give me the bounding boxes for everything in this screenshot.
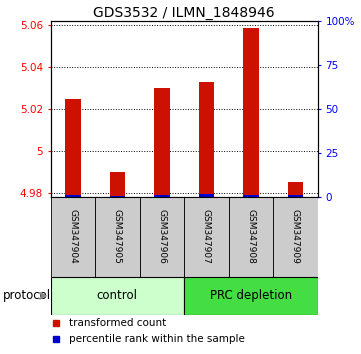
Bar bbox=[140, 197, 184, 277]
Bar bbox=[65, 99, 81, 197]
Bar bbox=[51, 197, 95, 277]
Bar bbox=[273, 197, 318, 277]
Text: GSM347907: GSM347907 bbox=[202, 209, 211, 264]
Bar bbox=[229, 197, 273, 277]
Bar bbox=[199, 82, 214, 197]
Bar bbox=[51, 277, 184, 315]
Bar bbox=[184, 277, 318, 315]
Bar bbox=[243, 195, 259, 197]
Text: GSM347904: GSM347904 bbox=[68, 209, 77, 264]
Text: protocol: protocol bbox=[3, 289, 51, 302]
Text: GSM347905: GSM347905 bbox=[113, 209, 122, 264]
Text: GSM347909: GSM347909 bbox=[291, 209, 300, 264]
Bar bbox=[184, 197, 229, 277]
Bar bbox=[199, 194, 214, 197]
Bar bbox=[95, 197, 140, 277]
Bar bbox=[109, 172, 125, 197]
Bar bbox=[154, 195, 170, 197]
Bar bbox=[154, 88, 170, 197]
Text: PRC depletion: PRC depletion bbox=[210, 289, 292, 302]
Text: GSM347908: GSM347908 bbox=[247, 209, 255, 264]
Title: GDS3532 / ILMN_1848946: GDS3532 / ILMN_1848946 bbox=[93, 6, 275, 20]
Bar bbox=[288, 195, 303, 197]
Text: control: control bbox=[97, 289, 138, 302]
Text: transformed count: transformed count bbox=[69, 318, 166, 328]
Bar bbox=[65, 195, 81, 197]
Bar bbox=[288, 182, 303, 197]
Text: GSM347906: GSM347906 bbox=[157, 209, 166, 264]
Text: percentile rank within the sample: percentile rank within the sample bbox=[69, 334, 245, 344]
Bar bbox=[243, 28, 259, 197]
Bar bbox=[109, 196, 125, 197]
